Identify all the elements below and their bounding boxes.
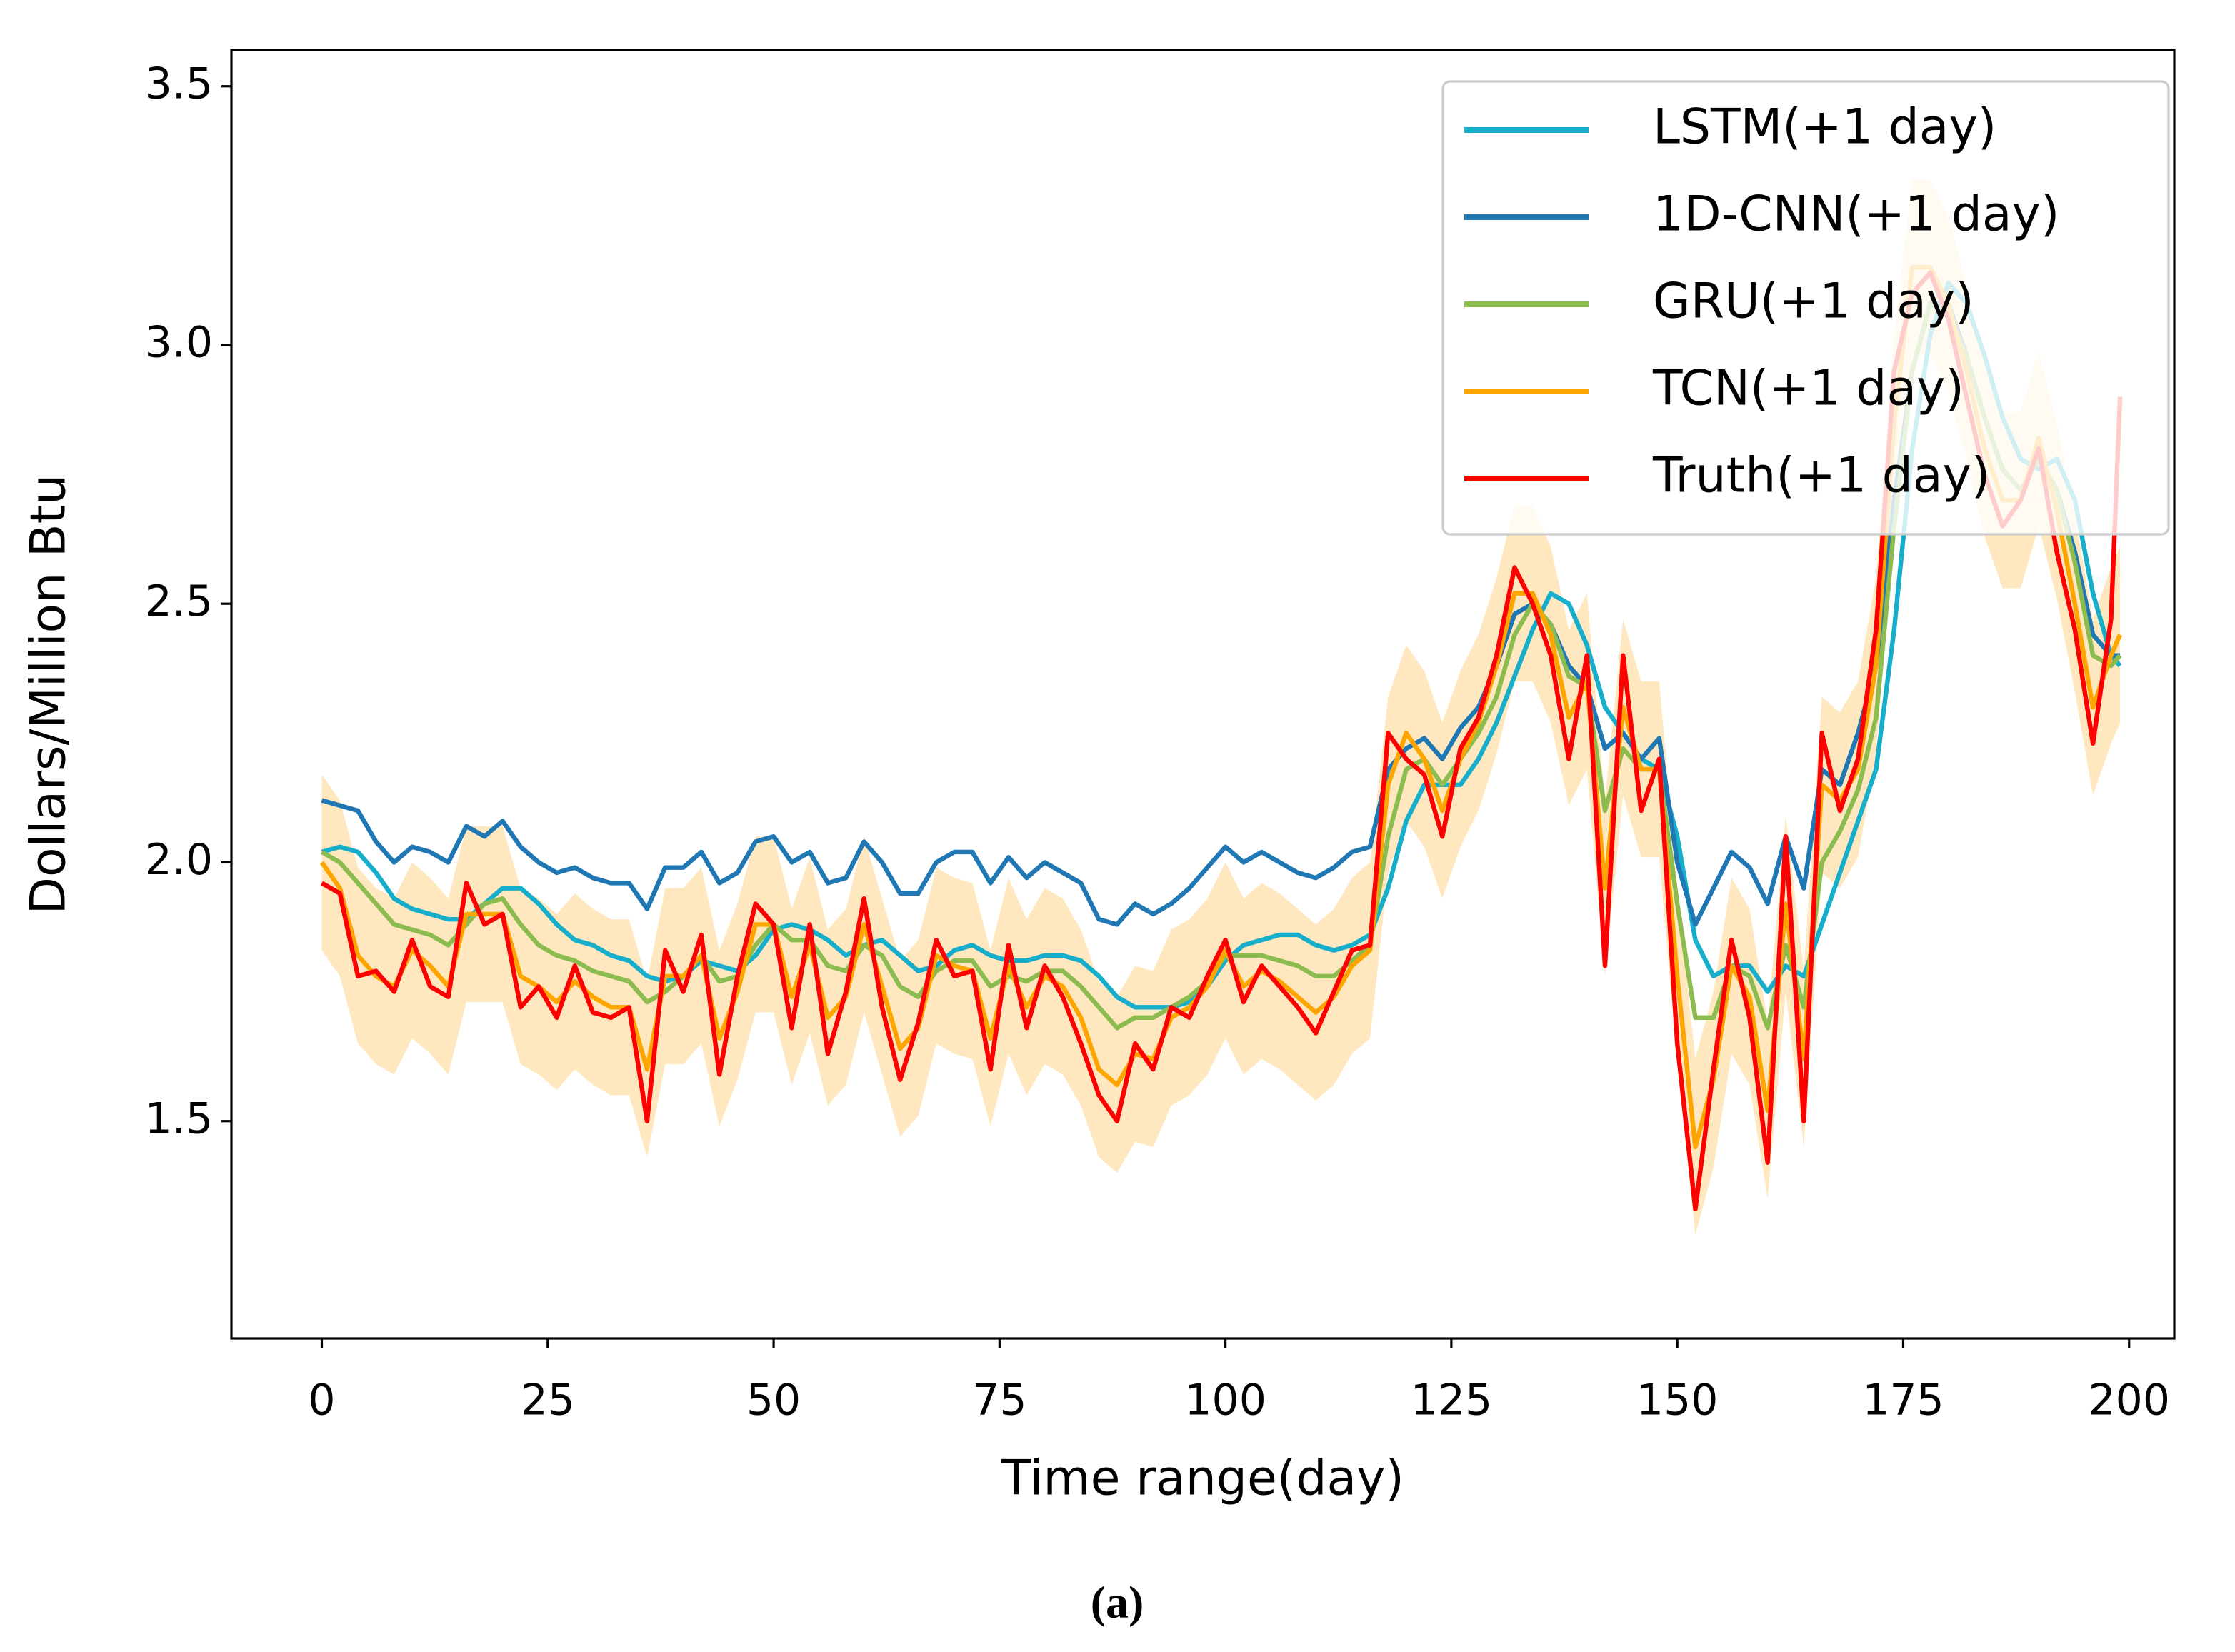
x-tick-label: 200 [2088, 1376, 2170, 1426]
axes-frame [230, 49, 2176, 1340]
y-tick-label: 2.0 [145, 835, 213, 885]
x-axis-label: Time range(day) [1001, 1451, 1404, 1507]
plot-area: 0 25 50 75 100 125 150 175 200 1.5 2.0 2.5 3.0 3.5 LST… [145, 49, 2176, 1426]
x-tick-label: 125 [1411, 1376, 1493, 1426]
y-tick-label: 3.0 [145, 318, 213, 368]
line [321, 280, 2122, 1010]
x-tick-label: 75 [972, 1376, 1026, 1426]
line [320, 301, 2122, 1031]
legend: LSTM(+1 day) 1D-CNN(+1 day) GRU(+1 day) TCN… [1441, 80, 2170, 536]
x-tick-label: 0 [308, 1376, 335, 1426]
line [319, 265, 2123, 1150]
x-tick-label: 100 [1184, 1376, 1266, 1426]
y-tick-label: 1.5 [145, 1093, 213, 1143]
y-tick-label: 2.5 [145, 576, 213, 626]
legend-label: LSTM(+1 day) [1653, 99, 1996, 156]
series-layer [319, 179, 2123, 1236]
line [321, 301, 2121, 927]
legend-box [1441, 80, 2170, 536]
legend-label: 1D-CNN(+1 day) [1653, 186, 2059, 243]
x-tick-label: 175 [1862, 1376, 1944, 1426]
legend-label: Truth(+1 day) [1652, 448, 1990, 504]
legend-label: GRU(+1 day) [1653, 274, 1974, 330]
caption: (a) [1091, 1577, 1144, 1628]
y-tick-label: 3.5 [145, 59, 213, 109]
y-axis-label: Dollars/Million Btu [21, 474, 77, 915]
x-tick-label: 150 [1636, 1376, 1719, 1426]
x-tick-label: 50 [746, 1376, 801, 1426]
legend-label: TCN(+1 day) [1652, 361, 1964, 417]
line [320, 270, 2123, 1212]
x-tick-label: 25 [521, 1376, 575, 1426]
